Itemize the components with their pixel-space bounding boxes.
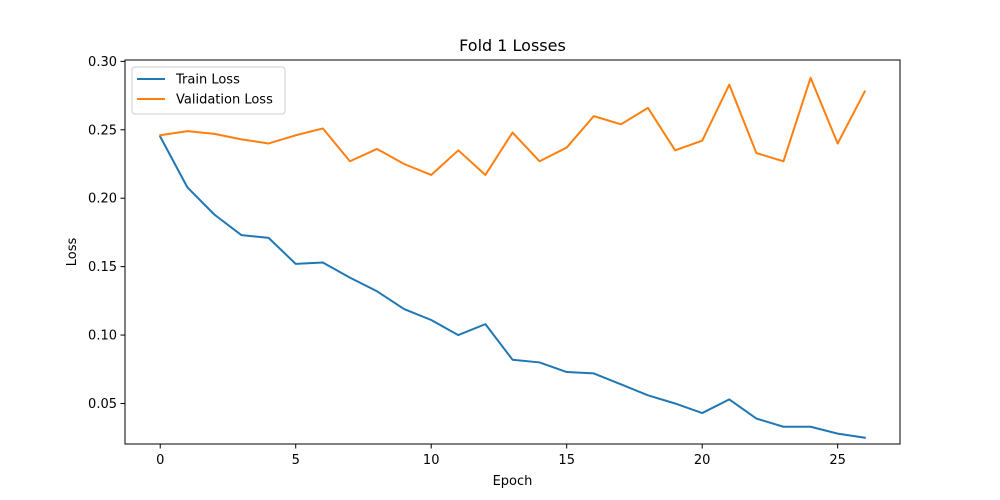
x-tick-label: 5 — [292, 453, 300, 468]
y-tick-label: 0.10 — [88, 329, 117, 344]
series-line-train-loss — [158, 135, 866, 439]
x-tick-label: 25 — [829, 453, 846, 468]
chart-title: Fold 1 Losses — [459, 36, 566, 55]
plot-frame — [124, 59, 901, 445]
legend-box — [131, 66, 286, 115]
y-tick-label: 0.25 — [88, 123, 117, 138]
y-tick-label: 0.15 — [88, 260, 117, 275]
legend-label-train-loss: Train Loss — [175, 73, 240, 88]
x-tick-label: 10 — [423, 453, 440, 468]
y-axis: 0.05 0.10 0.15 0.20 0.25 0.30 — [88, 55, 125, 412]
legend: Train Loss Validation Loss — [131, 66, 286, 115]
x-tick-label: 0 — [156, 453, 164, 468]
legend-label-validation-loss: Validation Loss — [176, 93, 273, 108]
y-tick-label: 0.05 — [88, 397, 117, 412]
series-layer — [158, 76, 867, 439]
x-tick-label: 15 — [558, 453, 575, 468]
x-axis-label: Epoch — [493, 474, 533, 489]
y-tick-label: 0.20 — [88, 192, 117, 207]
series-line-validation-loss — [159, 76, 867, 176]
y-tick-label: 0.30 — [88, 55, 117, 70]
y-axis-label: Loss — [65, 238, 80, 267]
x-tick-label: 20 — [694, 453, 711, 468]
x-axis: 0 5 10 15 20 25 — [156, 444, 846, 468]
